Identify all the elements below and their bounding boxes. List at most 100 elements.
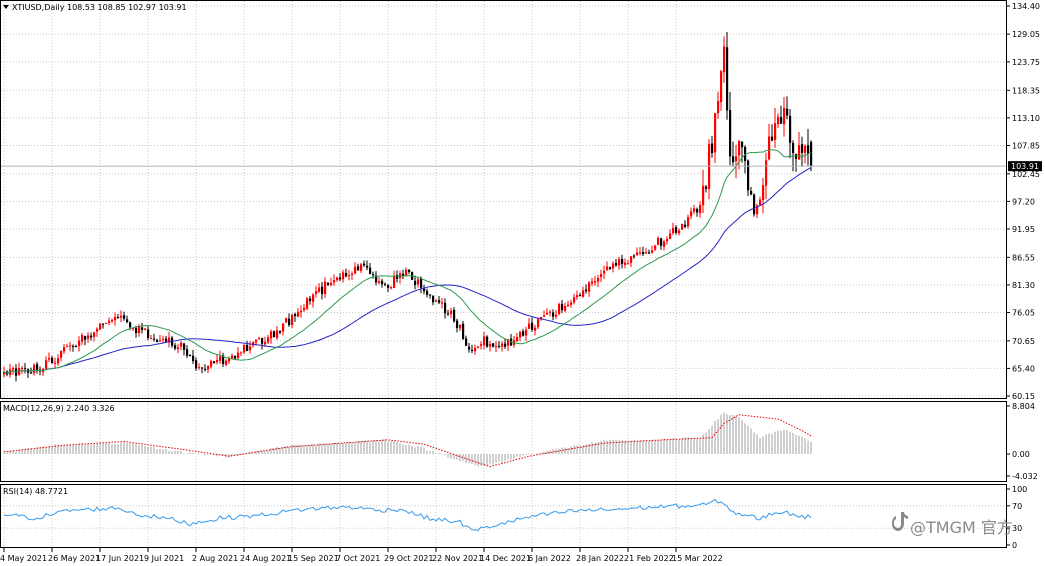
candle-body (105, 322, 108, 324)
candle-body (237, 352, 240, 359)
time-tick-label: 17 Jun 2021 (96, 554, 144, 563)
macd-tick-label: -4.032 (1012, 472, 1038, 481)
candle-body (327, 282, 330, 285)
candle-body (75, 346, 78, 348)
candle-body (531, 322, 534, 330)
main-gridlines (1, 1, 1006, 398)
candle-body (735, 156, 738, 162)
candle-body (495, 346, 498, 348)
candle-body (216, 359, 219, 363)
candle-body (435, 300, 438, 302)
candle-body (252, 341, 255, 346)
candle-body (801, 144, 804, 154)
candle-body (390, 287, 393, 289)
time-tick-label: 4 May 2021 (0, 554, 47, 563)
candle-body (213, 361, 216, 364)
candle-body (561, 303, 564, 311)
candle-body (225, 360, 228, 365)
candle-body (138, 326, 141, 334)
candle-body (558, 303, 561, 314)
candle-body (786, 108, 789, 116)
candle-body (234, 355, 237, 359)
moving-average-fast-line (3, 149, 812, 374)
candle-body (756, 205, 759, 215)
macd-histogram (3, 412, 812, 467)
candle-body (501, 343, 504, 347)
candle-body (519, 332, 522, 338)
candle-body (606, 266, 609, 270)
candle-body (420, 278, 423, 288)
candle-body (171, 337, 174, 346)
candle-body (468, 346, 471, 350)
price-tick-label: 81.30 (1012, 281, 1035, 290)
rsi-gridlines (1, 485, 1006, 547)
candle-body (483, 336, 486, 346)
candle-body (603, 270, 606, 274)
candle-body (702, 185, 705, 206)
candle-body (369, 267, 372, 274)
candle-body (681, 224, 684, 230)
candle-body (195, 360, 198, 369)
candle-body (393, 275, 396, 288)
candle-body (402, 273, 405, 277)
candle-body (660, 238, 663, 246)
time-tick-label: 7 Oct 2021 (336, 554, 380, 563)
candle-body (663, 241, 666, 247)
candle-body (720, 71, 723, 103)
candle-body (747, 160, 750, 191)
candle-body (525, 329, 528, 336)
candle-body (687, 217, 690, 227)
candle-body (762, 185, 765, 200)
candle-body (156, 339, 159, 342)
candle-body (648, 252, 651, 254)
triangle-down-icon[interactable] (3, 5, 9, 9)
price-tick-label: 107.85 (1012, 141, 1040, 150)
candle-body (123, 315, 126, 319)
candle-body (132, 328, 135, 330)
candle-body (246, 344, 249, 352)
candle-body (162, 338, 165, 340)
symbol-header: XTIUSD,Daily 108.53 108.85 102.97 103.91 (3, 3, 187, 12)
candle-body (69, 345, 72, 347)
candle-body (534, 327, 537, 331)
candle-body (552, 312, 555, 317)
candle-body (348, 275, 351, 277)
candle-body (333, 280, 336, 283)
candle-body (636, 252, 639, 256)
candle-body (87, 335, 90, 339)
candle-body (654, 245, 657, 250)
candle-body (432, 295, 435, 303)
candle-body (543, 315, 546, 317)
candle-body (318, 287, 321, 292)
candle-body (570, 302, 573, 305)
candle-body (750, 191, 753, 195)
candle-body (651, 250, 654, 253)
candle-body (24, 368, 27, 370)
candle-body (807, 145, 810, 154)
candle-body (471, 349, 474, 352)
candle-body (591, 281, 594, 284)
price-tick-label: 113.10 (1012, 114, 1040, 123)
candle-body (429, 294, 432, 296)
candle-body (405, 269, 408, 276)
price-tick-label: 91.95 (1012, 225, 1035, 234)
candle-body (36, 364, 39, 370)
candle-body (159, 340, 162, 342)
candle-body (342, 272, 345, 280)
candle-body (546, 312, 549, 315)
candle-body (627, 263, 630, 265)
candle-body (564, 305, 567, 311)
candle-body (108, 320, 111, 323)
price-tick-label: 118.35 (1012, 86, 1040, 95)
current-price-badge (1008, 161, 1042, 172)
candle-body (774, 123, 777, 140)
price-tick-label: 76.05 (1012, 308, 1035, 317)
candle-body (363, 263, 366, 266)
rsi-axis-ticks: 100 70 30 0 (1006, 485, 1027, 550)
price-tick-label: 129.05 (1012, 30, 1040, 39)
candle-body (279, 330, 282, 333)
candle-body (549, 311, 552, 313)
candle-body (372, 274, 375, 276)
candle-body (102, 323, 105, 325)
